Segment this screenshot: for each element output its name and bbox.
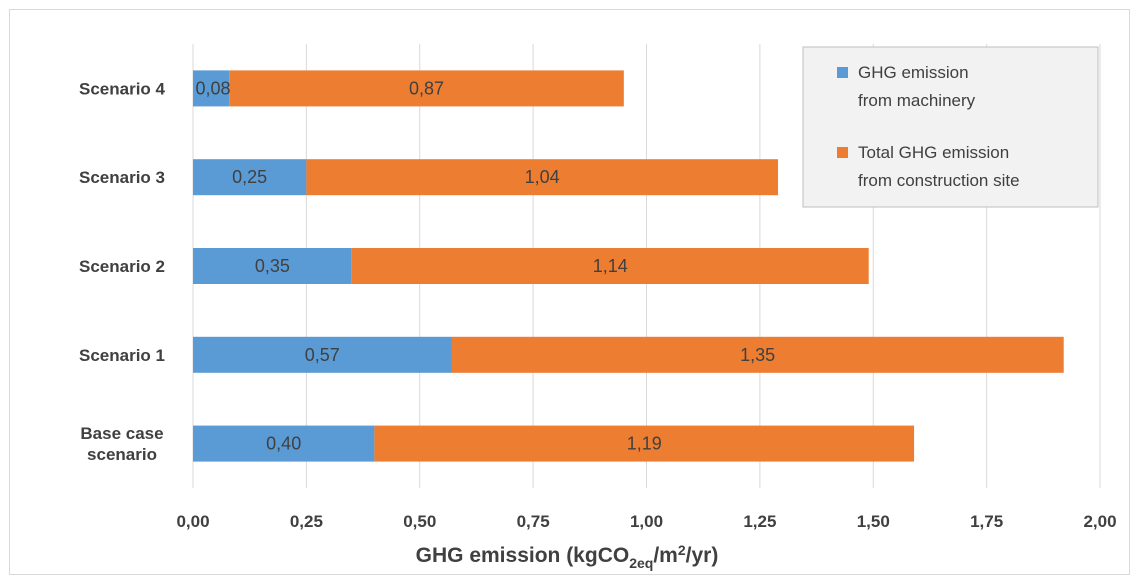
x-axis-title-main: GHG emission (kgCO: [416, 544, 630, 567]
legend-box: [802, 46, 1099, 208]
legend-label-machinery: GHG emission: [858, 63, 969, 82]
labels-layer: 0,00 0,25 0,50 0,75 1,00 1,25 1,50 1,75 2,00 0,40…: [79, 78, 1117, 531]
data-label-construction-site: 1,19: [627, 434, 662, 454]
bar-machinery: [193, 159, 307, 196]
data-label-construction-site: 1,35: [740, 345, 775, 365]
category-label: Scenario 4: [79, 79, 166, 98]
data-label-construction-site: 1,04: [525, 167, 560, 187]
category-label: Scenario 2: [79, 257, 165, 276]
legend: GHG emission from machinery Total GHG emis…: [802, 46, 1099, 208]
x-axis-title-superscript: 2: [678, 542, 686, 558]
x-tick-label: 0,75: [517, 512, 550, 531]
x-tick-label: 0,00: [176, 512, 209, 531]
category-label: Base case: [80, 424, 163, 443]
legend-swatch: [837, 67, 848, 78]
legend-label-machinery: from machinery: [858, 91, 976, 110]
bar-machinery: [193, 336, 452, 373]
data-label-machinery: 0,57: [305, 345, 340, 365]
x-tick-label: 2,00: [1083, 512, 1116, 531]
legend-swatch: [837, 147, 848, 158]
legend-label-construction-site: from construction site: [858, 171, 1020, 190]
bar-construction-site: [374, 425, 915, 462]
data-label-construction-site: 1,14: [593, 256, 628, 276]
x-axis-title-mid: /m: [653, 544, 678, 567]
legend-label-construction-site: Total GHG emission: [858, 143, 1009, 162]
data-label-machinery: 0,08: [195, 78, 230, 98]
data-label-construction-site: 0,87: [409, 78, 444, 98]
data-label-machinery: 0,40: [266, 434, 301, 454]
x-axis-title: GHG emission (kgCO2eq/m2/yr): [416, 542, 719, 571]
bar-machinery: [193, 425, 375, 462]
data-label-machinery: 0,35: [255, 256, 290, 276]
x-tick-label: 0,50: [403, 512, 436, 531]
x-axis-title-end: /yr): [686, 544, 719, 567]
x-tick-label: 0,25: [290, 512, 323, 531]
bar-construction-site: [351, 248, 869, 284]
category-label: scenario: [87, 445, 157, 464]
bar-construction-site: [229, 70, 624, 107]
bar-machinery: [193, 70, 230, 107]
x-tick-label: 1,00: [630, 512, 663, 531]
bars-layer: [193, 70, 1064, 462]
x-tick-label: 1,25: [743, 512, 776, 531]
category-label: Scenario 1: [79, 346, 165, 365]
data-label-machinery: 0,25: [232, 167, 267, 187]
x-tick-label: 1,75: [970, 512, 1003, 531]
category-label: Scenario 3: [79, 168, 165, 187]
bar-machinery: [193, 248, 352, 284]
bar-construction-site: [306, 159, 779, 196]
bar-construction-site: [451, 336, 1064, 373]
x-axis-title-subscript: 2eq: [629, 555, 653, 571]
x-tick-label: 1,50: [857, 512, 890, 531]
